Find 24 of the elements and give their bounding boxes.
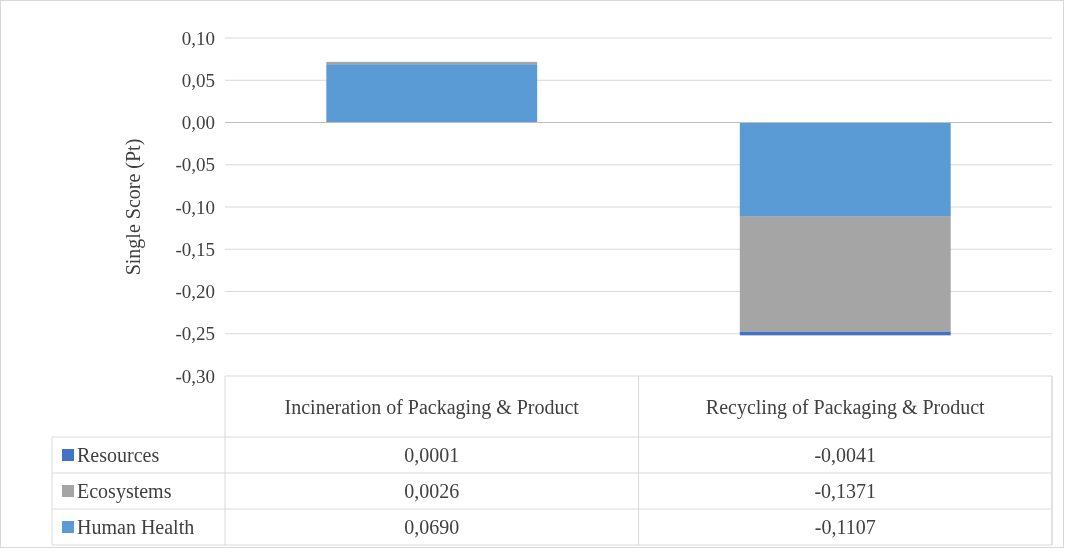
bar [739,216,951,332]
x-tick-label: Incineration of Packaging & Product [284,395,580,419]
legend-label: Resources [77,444,160,466]
data-label: 0,0026 [404,480,460,502]
bar [739,122,951,217]
y-tick-label: -0,10 [175,196,215,218]
data-label: -0,1107 [814,516,876,538]
data-label: -0,0041 [814,444,877,466]
x-tick-label: Recycling of Packaging & Product [705,395,986,419]
legend-label: Human Health [77,516,195,538]
data-label: -0,1371 [814,480,877,502]
y-tick-label: 0,05 [181,69,215,91]
y-tick-label: -0,30 [175,365,215,387]
y-tick-label: -0,15 [175,238,215,260]
data-label: 0,0001 [404,444,460,466]
y-tick-label: 0,10 [181,27,215,49]
data-label: 0,0690 [404,516,460,538]
y-tick-label: 0,00 [181,112,215,134]
y-tick-label: -0,05 [175,154,215,176]
bar [326,64,538,123]
y-tick-label: -0,25 [175,323,215,345]
y-axis-title: Single Score (Pt) [122,138,145,276]
y-tick-label: -0,20 [175,281,215,303]
legend-label: Ecosystems [77,480,172,503]
